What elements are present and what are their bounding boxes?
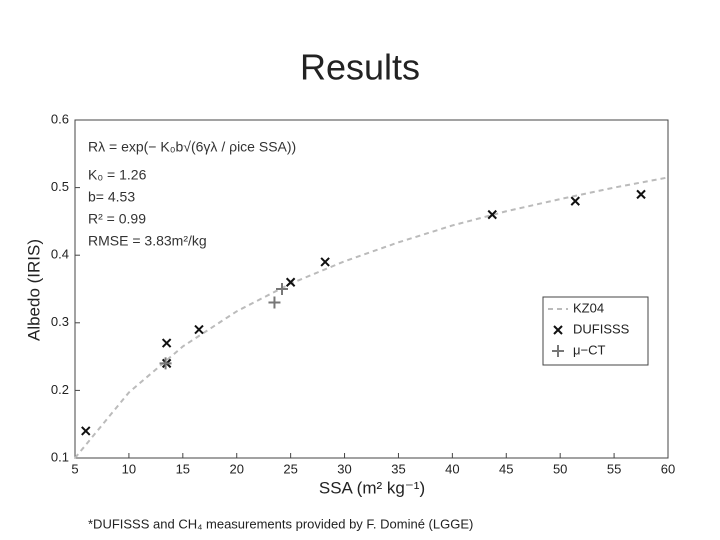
y-tick-label: 0.1 — [51, 449, 69, 464]
x-tick-label: 25 — [283, 461, 297, 476]
y-axis-label: Albedo (IRIS) — [24, 239, 43, 341]
legend-swatch — [553, 325, 563, 335]
data-point — [570, 196, 580, 206]
y-tick-label: 0.3 — [51, 314, 69, 329]
x-tick-label: 20 — [229, 461, 243, 476]
legend-label: DUFISSS — [573, 321, 630, 336]
x-tick-label: 45 — [499, 461, 513, 476]
annotation: Rλ = exp(− K₀b√(6γλ / ρice SSA)) — [88, 139, 296, 155]
x-tick-label: 50 — [553, 461, 567, 476]
plot-frame — [74, 119, 669, 459]
y-tick-label: 0.4 — [51, 247, 69, 262]
y-tick-label: 0.6 — [51, 111, 69, 126]
data-point — [159, 357, 172, 370]
annotation: RMSE = 3.83m²/kg — [88, 233, 207, 249]
footnote: *DUFISSS and CH₄ measurements provided b… — [88, 516, 473, 531]
x-tick-label: 15 — [176, 461, 190, 476]
x-tick-label: 10 — [122, 461, 136, 476]
slide-title: Results — [300, 47, 420, 88]
x-tick-label: 55 — [607, 461, 621, 476]
data-point — [276, 283, 289, 295]
data-point — [285, 277, 296, 287]
x-tick-label: 30 — [337, 461, 351, 476]
data-point — [320, 257, 330, 267]
x-tick-label: 60 — [661, 461, 675, 476]
annotation: b= 4.53 — [88, 189, 135, 205]
y-tick-label: 0.2 — [51, 382, 69, 397]
data-point — [81, 426, 91, 436]
y-tick-label: 0.5 — [51, 179, 69, 194]
data-point — [161, 338, 172, 348]
data-point — [194, 324, 204, 335]
legend-label: μ−CT — [573, 342, 605, 357]
data-point — [268, 296, 281, 309]
annotation: R² = 0.99 — [88, 211, 146, 227]
annotation: K₀ = 1.26 — [88, 167, 147, 183]
x-tick-label: 35 — [391, 461, 405, 476]
x-tick-label: 5 — [71, 461, 78, 476]
x-tick-label: 40 — [445, 461, 459, 476]
x-axis-label: SSA (m² kg⁻¹) — [319, 478, 425, 497]
legend-swatch — [552, 345, 564, 357]
data-point — [487, 209, 497, 220]
data-point — [636, 189, 646, 200]
legend-label: KZ04 — [573, 300, 604, 315]
